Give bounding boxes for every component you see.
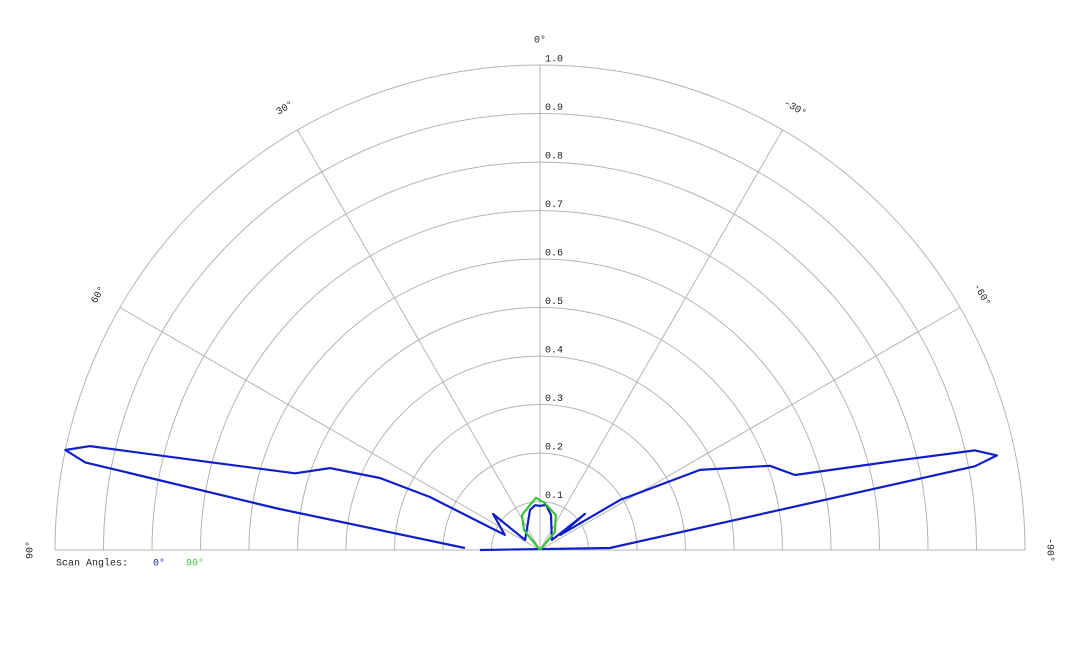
angle-tick-label: -30° — [781, 97, 808, 119]
angle-tick-label: 60° — [89, 284, 108, 306]
r-tick-label: 0.5 — [545, 297, 563, 308]
angle-tick-label: 30° — [274, 99, 296, 118]
grid-spoke — [539, 129, 783, 551]
r-tick-label: 0.6 — [545, 249, 563, 260]
r-tick-label: 1.0 — [545, 55, 563, 66]
r-tick-label: 0.2 — [545, 443, 563, 454]
grid-spoke — [539, 307, 961, 551]
angle-tick-label: -90° — [1044, 538, 1056, 562]
series-line — [520, 496, 557, 551]
angle-tick-label: 90° — [24, 541, 36, 559]
r-tick-label: 0.3 — [545, 394, 563, 405]
r-tick-label: 0.7 — [545, 200, 563, 211]
legend-entry: 0° — [153, 558, 165, 570]
grid-spoke — [297, 129, 541, 551]
legend-title: Scan Angles: — [56, 558, 128, 570]
angle-tick-label: -60° — [970, 282, 992, 309]
r-tick-label: 0.9 — [545, 103, 563, 114]
legend-entry: 90° — [186, 558, 204, 570]
r-tick-label: 0.1 — [545, 491, 563, 502]
r-tick-label: 0.4 — [545, 346, 563, 357]
grid-spoke — [119, 307, 541, 551]
r-tick-label: 0.8 — [545, 152, 563, 163]
series-line — [64, 445, 998, 552]
angle-tick-label: 0° — [534, 34, 546, 46]
